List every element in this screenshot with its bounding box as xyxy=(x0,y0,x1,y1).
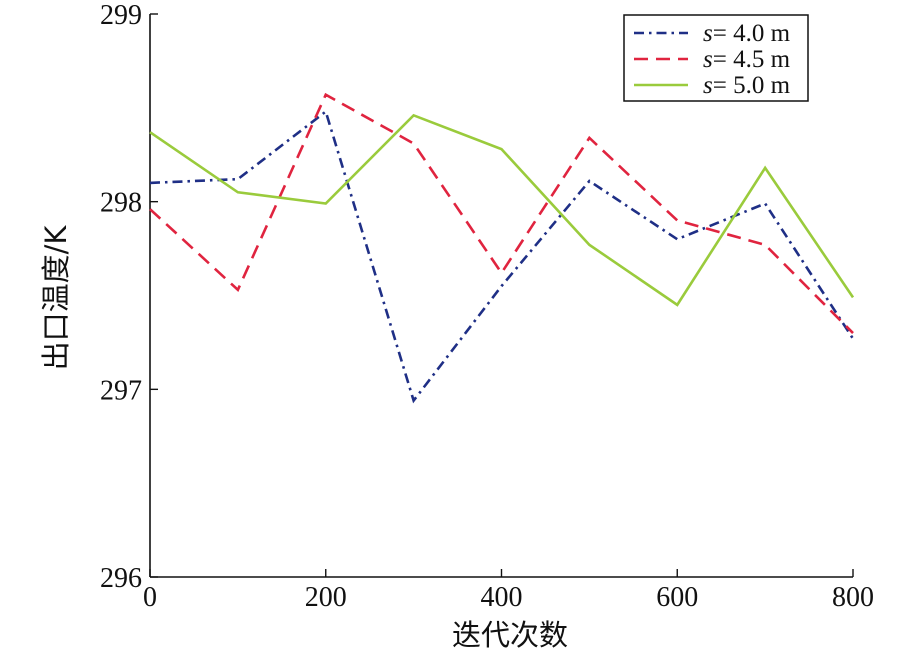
legend: s= 4.0 ms= 4.5 ms= 5.0 m xyxy=(623,14,809,102)
legend-label-suffix: = 4.0 m xyxy=(713,20,791,47)
x-tick-label: 200 xyxy=(305,582,347,613)
x-tick-label: 400 xyxy=(481,582,523,613)
legend-items: s= 4.0 ms= 4.5 ms= 5.0 m xyxy=(634,20,791,99)
x-axis-label: 迭代次数 xyxy=(452,618,568,652)
series-layer xyxy=(149,92,855,404)
y-tick-label: 297 xyxy=(100,375,142,406)
y-tick-label: 299 xyxy=(100,0,142,31)
x-tick-label: 600 xyxy=(656,582,698,613)
legend-label-2: s= 5.0 m xyxy=(703,72,791,99)
series-line-1 xyxy=(149,92,854,334)
y-tick-label: 298 xyxy=(100,188,142,219)
x-tick-label: 0 xyxy=(143,582,157,613)
axes-layer: 296 297 298 299 0 200 400 600 800 xyxy=(100,0,874,613)
y-axis-label: 出口温度/K xyxy=(39,225,73,371)
series-line-0 xyxy=(149,109,855,404)
legend-frame xyxy=(623,14,809,102)
legend-label-suffix: = 5.0 m xyxy=(713,72,791,99)
legend-label-prefix: s xyxy=(703,46,713,73)
legend-label-prefix: s xyxy=(703,20,713,47)
y-tick-label: 296 xyxy=(100,563,142,594)
legend-label-1: s= 4.5 m xyxy=(703,46,791,73)
x-tick-label: 800 xyxy=(832,582,874,613)
legend-label-suffix: = 4.5 m xyxy=(713,46,791,73)
series-line-2 xyxy=(149,113,855,307)
legend-label-prefix: s xyxy=(703,72,713,99)
legend-label-0: s= 4.0 m xyxy=(703,20,791,47)
